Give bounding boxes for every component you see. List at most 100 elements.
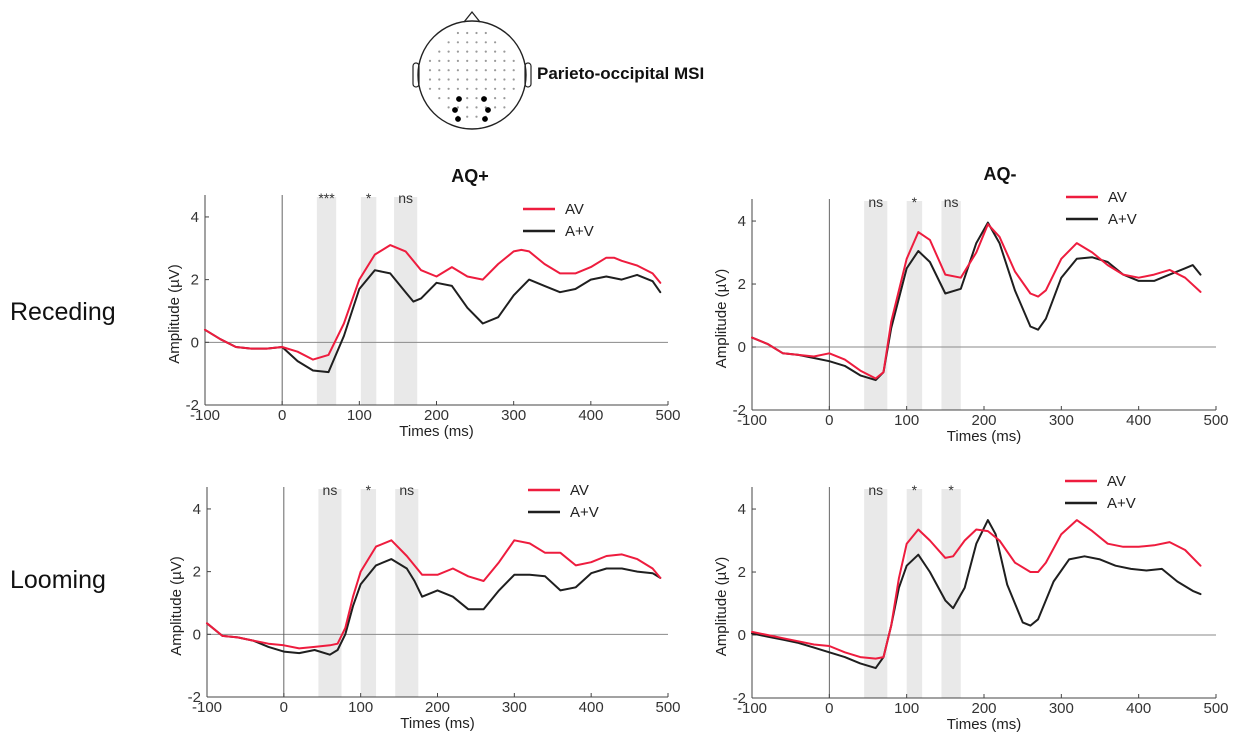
electrode xyxy=(494,106,497,109)
y-tick-label: 0 xyxy=(193,626,201,643)
electrode xyxy=(456,87,459,90)
electrode xyxy=(447,97,450,100)
series-line-av xyxy=(751,519,1202,660)
row-label-receding: Receding xyxy=(10,298,116,326)
x-axis-label: Times (ms) xyxy=(400,715,474,732)
x-tick-label: 200 xyxy=(971,412,996,429)
y-tick-label: 2 xyxy=(191,272,199,289)
legend-label: A+V xyxy=(570,504,599,521)
legend: AV A+V xyxy=(528,482,599,521)
x-tick-label: -100 xyxy=(737,700,767,717)
x-tick-label: 400 xyxy=(1126,700,1151,717)
legend: AV A+V xyxy=(1065,473,1136,512)
electrode xyxy=(475,87,478,90)
significance-label: * xyxy=(912,194,918,210)
roi-electrode xyxy=(482,116,488,122)
electrode xyxy=(503,50,506,53)
x-tick-label: 200 xyxy=(425,699,450,716)
electrode xyxy=(494,87,497,90)
electrode xyxy=(466,41,469,44)
significance-label: *** xyxy=(318,190,335,206)
electrode xyxy=(447,59,450,63)
electrode xyxy=(438,50,441,53)
electrode xyxy=(475,106,478,109)
y-tick-label: 4 xyxy=(738,501,746,518)
x-axis-label: Times (ms) xyxy=(947,716,1021,733)
legend-label: AV xyxy=(565,201,584,218)
electrode xyxy=(503,97,506,100)
electrode xyxy=(456,41,459,44)
roi-electrode xyxy=(485,107,491,113)
electrode xyxy=(475,69,478,72)
chart-panel: ns * ns -2 0 2 4 -100 0 100 200 300 400 500 Times (ms)… xyxy=(713,189,1229,445)
row-label-looming: Looming xyxy=(10,566,106,594)
x-tick-label: 200 xyxy=(971,700,996,717)
electrode xyxy=(484,59,487,63)
right-ear-icon xyxy=(524,62,532,88)
electrode xyxy=(475,41,478,44)
y-tick-label: 4 xyxy=(738,213,746,230)
electrode xyxy=(456,31,459,35)
electrode xyxy=(428,69,432,72)
x-tick-label: 300 xyxy=(1049,412,1074,429)
significance-window xyxy=(864,201,888,410)
electrode xyxy=(466,69,469,72)
legend-label: AV xyxy=(1108,189,1127,206)
series-line-a-plus-v xyxy=(751,221,1202,382)
significance-label: ns xyxy=(398,190,413,206)
electrode xyxy=(484,50,487,53)
y-tick-label: -2 xyxy=(186,397,199,414)
electrode xyxy=(484,41,487,44)
x-tick-label: 100 xyxy=(348,699,373,716)
y-tick-label: 2 xyxy=(738,276,746,293)
electrode xyxy=(456,106,459,109)
electrode xyxy=(484,78,487,81)
electrode xyxy=(503,87,506,90)
electrode xyxy=(475,115,478,118)
electrode xyxy=(494,41,497,44)
electrode xyxy=(512,59,515,63)
significance-label: * xyxy=(366,482,372,498)
electrode xyxy=(503,59,506,63)
significance-label: ns xyxy=(944,194,959,210)
y-tick-label: 0 xyxy=(738,627,746,644)
electrode-head-map xyxy=(412,10,532,130)
nose-icon xyxy=(463,10,481,23)
electrode xyxy=(466,50,469,53)
x-tick-label: 400 xyxy=(1126,412,1151,429)
significance-label: * xyxy=(366,190,372,206)
series-line-av xyxy=(206,539,662,650)
column-title-aq-plus: AQ+ xyxy=(451,166,489,186)
electrode xyxy=(428,59,432,63)
y-tick-label: 4 xyxy=(191,209,199,226)
electrode xyxy=(466,31,469,35)
significance-window xyxy=(318,489,342,697)
electrode xyxy=(456,50,459,53)
x-tick-label: 500 xyxy=(1203,700,1228,717)
y-tick-label: 0 xyxy=(738,339,746,356)
electrode xyxy=(438,78,441,81)
electrode xyxy=(484,87,487,90)
significance-window xyxy=(941,489,961,698)
chart-panel: ns * ns -2 0 2 4 -100 0 100 200 300 400 500 Times (ms)… xyxy=(168,482,681,732)
electrode xyxy=(447,106,450,109)
electrode xyxy=(494,50,497,53)
left-ear-icon xyxy=(412,62,420,88)
electrode xyxy=(456,59,459,63)
electrode xyxy=(512,69,515,72)
y-tick-label: -2 xyxy=(733,402,746,419)
y-tick-label: 4 xyxy=(193,501,201,518)
series-line-a-plus-v xyxy=(751,519,1202,670)
electrode xyxy=(447,50,450,53)
column-title-aq-minus: AQ- xyxy=(984,164,1017,184)
x-tick-label: 0 xyxy=(280,699,288,716)
significance-window xyxy=(360,197,377,405)
y-tick-label: -2 xyxy=(188,689,201,706)
x-tick-label: 0 xyxy=(825,700,833,717)
significance-label: * xyxy=(948,482,954,498)
electrode xyxy=(494,69,497,72)
significance-window xyxy=(906,489,923,698)
legend-label: AV xyxy=(570,482,589,499)
y-axis-label: Amplitude (µV) xyxy=(713,269,730,369)
